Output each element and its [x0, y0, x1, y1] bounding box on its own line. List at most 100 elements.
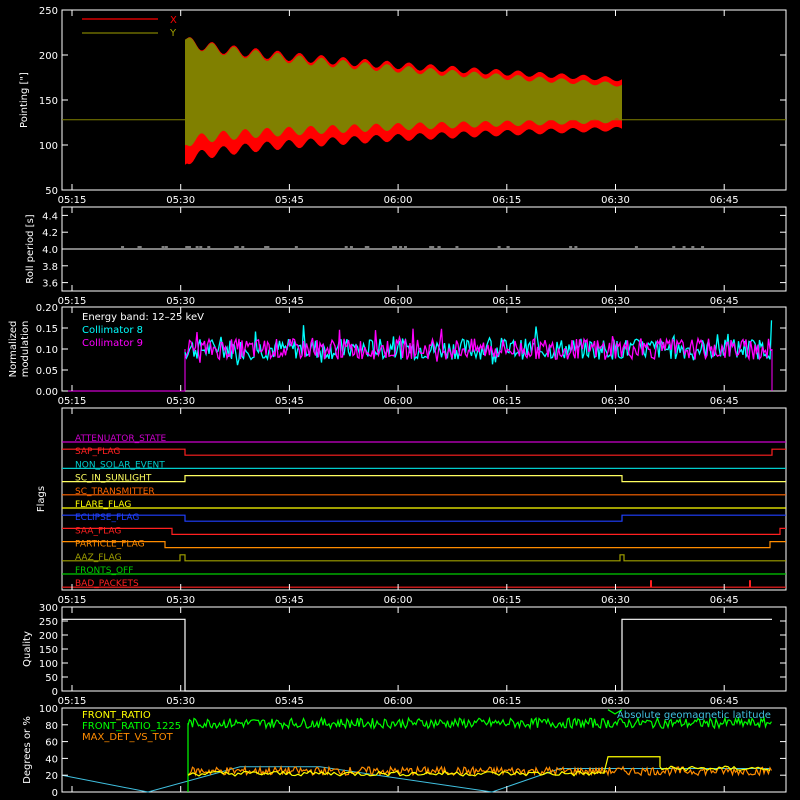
x-tick-label: 05:15 — [58, 696, 87, 707]
x-tick-label: 06:00 — [384, 396, 413, 407]
x-tick-label: 06:45 — [710, 696, 739, 707]
ratios-ylabel: Degrees or % — [22, 716, 33, 784]
y-tick-label: 150 — [39, 96, 58, 107]
x-tick-label: 06:30 — [601, 595, 630, 606]
geomag-latitude-label: Absolute geomagnetic latitude — [617, 710, 771, 721]
y-tick-label: 250 — [39, 6, 58, 17]
y-tick-label: 100 — [39, 659, 58, 670]
y-tick-label: 3.6 — [42, 279, 58, 290]
x-tick-label: 06:30 — [601, 296, 630, 307]
pointing-ylabel: Pointing ["] — [19, 72, 30, 128]
flag-label-fronts-off: FRONTS_OFF — [75, 566, 133, 576]
x-tick-label: 06:30 — [601, 195, 630, 206]
ratios-series-max-det-vs-tot — [187, 764, 773, 777]
y-tick-label: 0.00 — [36, 387, 58, 398]
flag-label-eclipse-flag: ECLIPSE_FLAG — [75, 513, 139, 523]
y-tick-label: 100 — [39, 141, 58, 152]
flag-label-saa-flag: SAA_FLAG — [75, 526, 121, 536]
legend-front-ratio-1225: FRONT_RATIO_1225 — [82, 721, 181, 732]
modulation-ylabel-1: Normalized — [8, 321, 19, 378]
flag-label-sc-in-sunlight: SC_IN_SUNLIGHT — [75, 474, 152, 484]
flag-label-non-solar-event: NON_SOLAR_EVENT — [75, 460, 165, 470]
x-tick-label: 06:15 — [492, 696, 521, 707]
legend-front-ratio: FRONT_RATIO — [82, 710, 151, 721]
flag-line-eclipse-flag — [62, 514, 786, 522]
ratios-series-front-ratio-1225 — [187, 715, 772, 731]
x-tick-label: 06:15 — [492, 296, 521, 307]
x-tick-label: 05:30 — [166, 296, 195, 307]
x-tick-label: 05:45 — [275, 696, 304, 707]
y-tick-label: 250 — [39, 617, 58, 628]
pointing-legend: X Y — [82, 15, 177, 39]
x-tick-label: 05:45 — [275, 296, 304, 307]
x-tick-label: 06:00 — [384, 296, 413, 307]
x-tick-label: 06:15 — [492, 195, 521, 206]
roll-data — [62, 246, 786, 250]
x-tick-label: 05:45 — [275, 595, 304, 606]
modulation-ylabel-2: modulation — [20, 321, 31, 378]
axes-ticks: 05:15 05:30 05:45 06:00 06:15 06:30 06:45 50 100… — [36, 6, 786, 799]
legend-collimator-9: Collimator 9 — [82, 338, 143, 349]
y-tick-label: 0 — [52, 687, 58, 698]
x-tick-label: 05:15 — [58, 595, 87, 606]
x-tick-label: 05:15 — [58, 195, 87, 206]
y-tick-label: 0.10 — [36, 345, 58, 356]
flag-label-flare-flag: FLARE_FLAG — [75, 500, 131, 510]
flags-data: ATTENUATOR_STATE SAP_FLAG NON_SOLAR_EVENT S… — [62, 434, 786, 589]
ratios-series-front-ratio — [187, 756, 771, 777]
flag-label-sap-flag: SAP_FLAG — [75, 447, 120, 457]
ratios-frame — [61, 707, 787, 793]
x-tick-label: 06:45 — [710, 195, 739, 206]
ratios-legend: FRONT_RATIO FRONT_RATIO_1225 MAX_DET_VS_… — [82, 710, 771, 743]
energy-band-annotation: Energy band: 12–25 keV — [82, 312, 204, 323]
ratios-series-geomag-latitude — [61, 766, 770, 793]
modulation-series-collimator-9 — [184, 328, 773, 363]
x-tick-label: 06:30 — [601, 396, 630, 407]
y-tick-label: 4.2 — [42, 228, 58, 239]
pointing-data — [62, 37, 786, 165]
y-tick-label: 50 — [45, 673, 58, 684]
x-tick-label: 05:15 — [58, 396, 87, 407]
y-tick-label: 4.4 — [42, 211, 58, 222]
x-tick-label: 05:30 — [166, 696, 195, 707]
flag-label-sc-transmitter: SC_TRANSMITTER — [75, 487, 155, 497]
x-tick-label: 05:30 — [166, 195, 195, 206]
flag-label-particle-flag: PARTICLE_FLAG — [75, 540, 145, 550]
x-tick-label: 06:00 — [384, 595, 413, 606]
y-tick-label: 100 — [39, 704, 58, 715]
y-tick-label: 20 — [45, 771, 58, 782]
flag-label-attenuator-state: ATTENUATOR_STATE — [75, 434, 167, 444]
x-tick-label: 05:30 — [166, 396, 195, 407]
ratios-data — [61, 709, 773, 793]
y-tick-label: 60 — [45, 738, 58, 749]
x-tick-label: 06:45 — [710, 296, 739, 307]
flags-frame — [61, 407, 787, 591]
y-tick-label: 50 — [45, 186, 58, 197]
x-tick-label: 06:45 — [710, 595, 739, 606]
x-tick-label: 06:15 — [492, 396, 521, 407]
quality-series — [62, 618, 772, 692]
legend-x-label: X — [170, 15, 177, 26]
flags-panel: Flags — [36, 407, 787, 591]
ratios-front-ratio-1225-peak — [607, 709, 623, 715]
y-tick-label: 40 — [45, 754, 58, 765]
roll-ylabel: Roll period [s] — [25, 214, 36, 283]
flag-line-saa-flag — [62, 527, 786, 535]
x-tick-label: 05:45 — [275, 396, 304, 407]
x-tick-label: 06:00 — [384, 696, 413, 707]
y-tick-label: 150 — [39, 645, 58, 656]
x-tick-label: 06:45 — [710, 396, 739, 407]
legend-max-det-vs-tot: MAX_DET_VS_TOT — [82, 732, 174, 743]
flags-ylabel: Flags — [36, 486, 47, 512]
y-tick-label: 0.05 — [36, 366, 58, 377]
quality-data — [62, 618, 772, 692]
modulation-data — [62, 320, 773, 392]
flag-label-aaz-flag: AAZ_FLAG — [75, 553, 122, 563]
y-tick-label: 0 — [52, 788, 58, 799]
y-tick-label: 0.15 — [36, 324, 58, 335]
pointing-series-y — [185, 37, 622, 147]
flag-label-bad-packets: BAD_PACKETS — [75, 579, 139, 589]
y-tick-label: 200 — [39, 631, 58, 642]
flag-line-sc-in-sunlight — [62, 475, 786, 483]
